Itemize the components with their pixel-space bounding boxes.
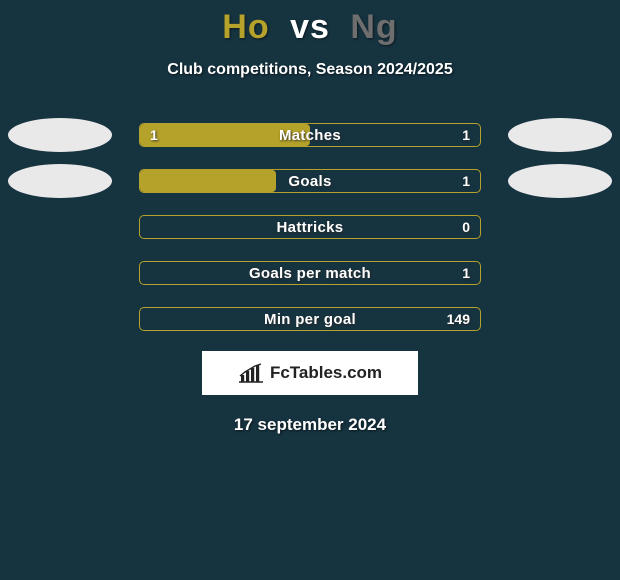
stat-value-right: 0 [462,216,470,238]
stat-value-left: 1 [150,124,158,146]
stat-value-right: 1 [462,124,470,146]
stat-value-right: 149 [447,308,470,330]
snapshot-date: 17 september 2024 [0,415,620,435]
brand-badge: FcTables.com [202,351,418,395]
stat-row: Hattricks0 [0,213,620,241]
bar-chart-icon [238,363,264,383]
stat-value-right: 1 [462,262,470,284]
subtitle: Club competitions, Season 2024/2025 [0,61,620,79]
player1-badge [8,164,112,198]
stat-bar: Goals1 [139,169,481,193]
stat-bar: Matches1 1 [139,123,481,147]
player2-badge [508,164,612,198]
stat-row: Min per goal149 [0,305,620,333]
stat-bar: Goals per match1 [139,261,481,285]
stat-row: Matches1 1 [0,121,620,149]
stat-row: Goals per match1 [0,259,620,287]
stat-bar: Hattricks0 [139,215,481,239]
vs-label: vs [290,8,330,46]
brand-text: FcTables.com [270,363,382,383]
player1-badge [8,118,112,152]
stat-value-right: 1 [462,170,470,192]
stat-row: Goals1 [0,167,620,195]
stat-label: Matches [140,124,480,146]
stat-bar: Min per goal149 [139,307,481,331]
player2-name: Ng [350,8,397,46]
player1-name: Ho [222,8,269,46]
stat-label: Hattricks [140,216,480,238]
stat-label: Goals per match [140,262,480,284]
stat-label: Goals [140,170,480,192]
stat-label: Min per goal [140,308,480,330]
stats-container: Matches11Goals1Hattricks0Goals per match… [0,121,620,333]
player2-badge [508,118,612,152]
comparison-title: Ho vs Ng [0,0,620,47]
